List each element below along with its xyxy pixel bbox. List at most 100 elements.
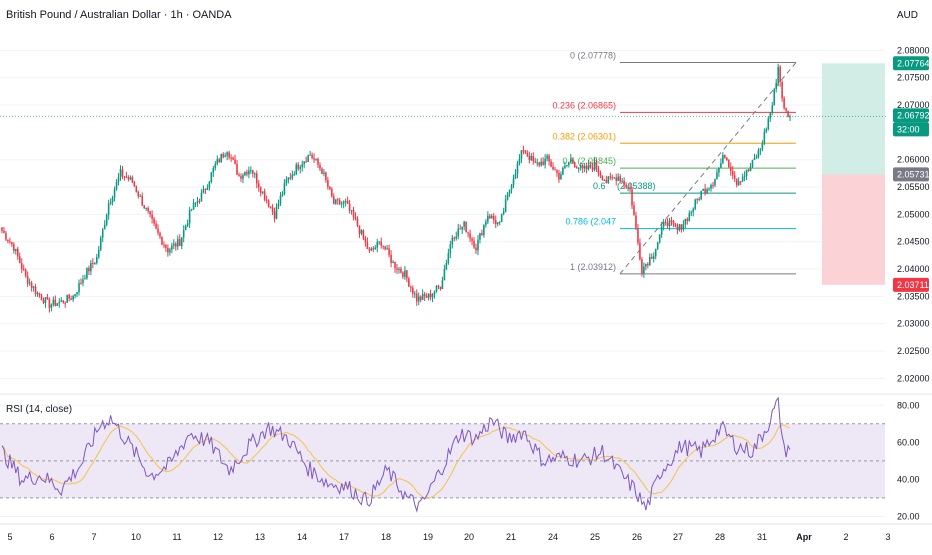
stop-zone[interactable]	[822, 174, 885, 285]
candle-body	[129, 177, 132, 180]
candle-body	[785, 108, 787, 111]
candle-body	[461, 226, 463, 230]
candle-body	[585, 166, 588, 170]
candle-body	[710, 184, 712, 189]
time-tick-label: Apr	[796, 532, 812, 542]
candle-body	[433, 291, 436, 295]
candle-body	[265, 199, 268, 201]
candle-body	[447, 253, 450, 264]
price-badge[interactable]	[893, 108, 929, 123]
candle-body	[238, 174, 240, 177]
candle-body	[287, 177, 290, 180]
candle-body	[28, 282, 31, 284]
candle-body	[570, 158, 572, 163]
candle-body	[145, 207, 147, 209]
candle-body	[514, 173, 517, 179]
candle-body	[309, 154, 311, 156]
candle-body	[609, 176, 612, 178]
fib-trend-line[interactable]	[619, 62, 797, 275]
candle-body	[72, 295, 74, 300]
candle-body	[767, 118, 770, 130]
candle-body	[698, 198, 700, 200]
price-tick-label: 2.04000	[897, 264, 930, 274]
candle-body	[716, 172, 718, 180]
candle-body	[528, 155, 531, 160]
time-tick-label: 20	[464, 532, 474, 542]
candle-body	[672, 220, 675, 225]
candle-body	[46, 297, 49, 299]
candle-body	[307, 155, 309, 163]
candle-body	[761, 143, 764, 150]
candle-body	[283, 183, 286, 194]
candle-body	[571, 158, 574, 163]
candle-body	[96, 257, 98, 264]
price-badge-label: 32:00	[897, 124, 920, 134]
candle-body	[406, 270, 408, 279]
candle-body	[741, 176, 744, 182]
candle-body	[119, 169, 122, 178]
price-badge[interactable]	[893, 122, 929, 137]
currency-label[interactable]: AUD	[896, 10, 918, 21]
candle-body	[722, 154, 724, 164]
candle-body	[558, 172, 560, 180]
candle-body	[402, 272, 404, 277]
candle-body	[226, 152, 228, 156]
time-tick-label: 12	[213, 532, 223, 542]
candle-body	[84, 278, 86, 280]
time-tick-label: 2	[843, 532, 848, 542]
candle-body	[483, 224, 485, 235]
candle-body	[24, 269, 27, 276]
candle-body	[11, 242, 13, 245]
candle-body	[660, 226, 663, 235]
fib-level-label: 0.5 (2.05845)	[562, 156, 616, 166]
candle-body	[13, 244, 15, 251]
candle-body	[34, 286, 37, 294]
candle-body	[212, 168, 215, 173]
candle-body	[163, 244, 165, 246]
candle-body	[629, 187, 631, 190]
candle-body	[599, 172, 602, 176]
candle-body	[415, 293, 418, 302]
candle-body	[649, 257, 651, 266]
candle-body	[352, 210, 355, 217]
candle-body	[455, 236, 458, 239]
candle-body	[97, 249, 100, 258]
candle-body	[562, 167, 564, 175]
candle-body	[783, 98, 785, 109]
candle-body	[757, 150, 760, 158]
candle-body	[724, 154, 726, 158]
candle-body	[388, 248, 390, 255]
candle-body	[512, 178, 515, 186]
price-badge[interactable]	[893, 277, 929, 292]
candle-body	[733, 175, 736, 179]
candle-body	[80, 283, 82, 285]
symbol-title[interactable]: British Pound / Australian Dollar · 1h ·…	[6, 9, 232, 21]
candle-body	[386, 248, 388, 250]
candle-body	[384, 246, 386, 250]
rsi-legend[interactable]: RSI (14, close)	[6, 404, 73, 415]
candle-body	[605, 180, 608, 183]
time-tick-label: 6	[49, 532, 54, 542]
candle-body	[362, 230, 365, 239]
candle-body	[449, 244, 452, 254]
candle-body	[662, 222, 665, 227]
candle-body	[105, 214, 108, 225]
candle-body	[728, 160, 730, 168]
price-tick-label: 2.03500	[897, 291, 930, 301]
candle-body	[222, 154, 224, 158]
price-badge[interactable]	[893, 56, 929, 71]
rsi-line[interactable]	[1, 396, 791, 513]
target-zone[interactable]	[822, 63, 885, 175]
candle-body	[694, 199, 697, 209]
candle-body	[30, 282, 33, 288]
time-tick-label: 24	[548, 532, 558, 542]
candle-body	[554, 169, 556, 171]
price-badge-label: 2.06792	[897, 110, 930, 120]
candle-body	[413, 293, 416, 295]
candle-body	[540, 161, 542, 166]
candle-body	[583, 166, 586, 169]
price-badge[interactable]	[893, 167, 929, 182]
candle-body	[220, 154, 223, 163]
candle-body	[60, 300, 63, 302]
